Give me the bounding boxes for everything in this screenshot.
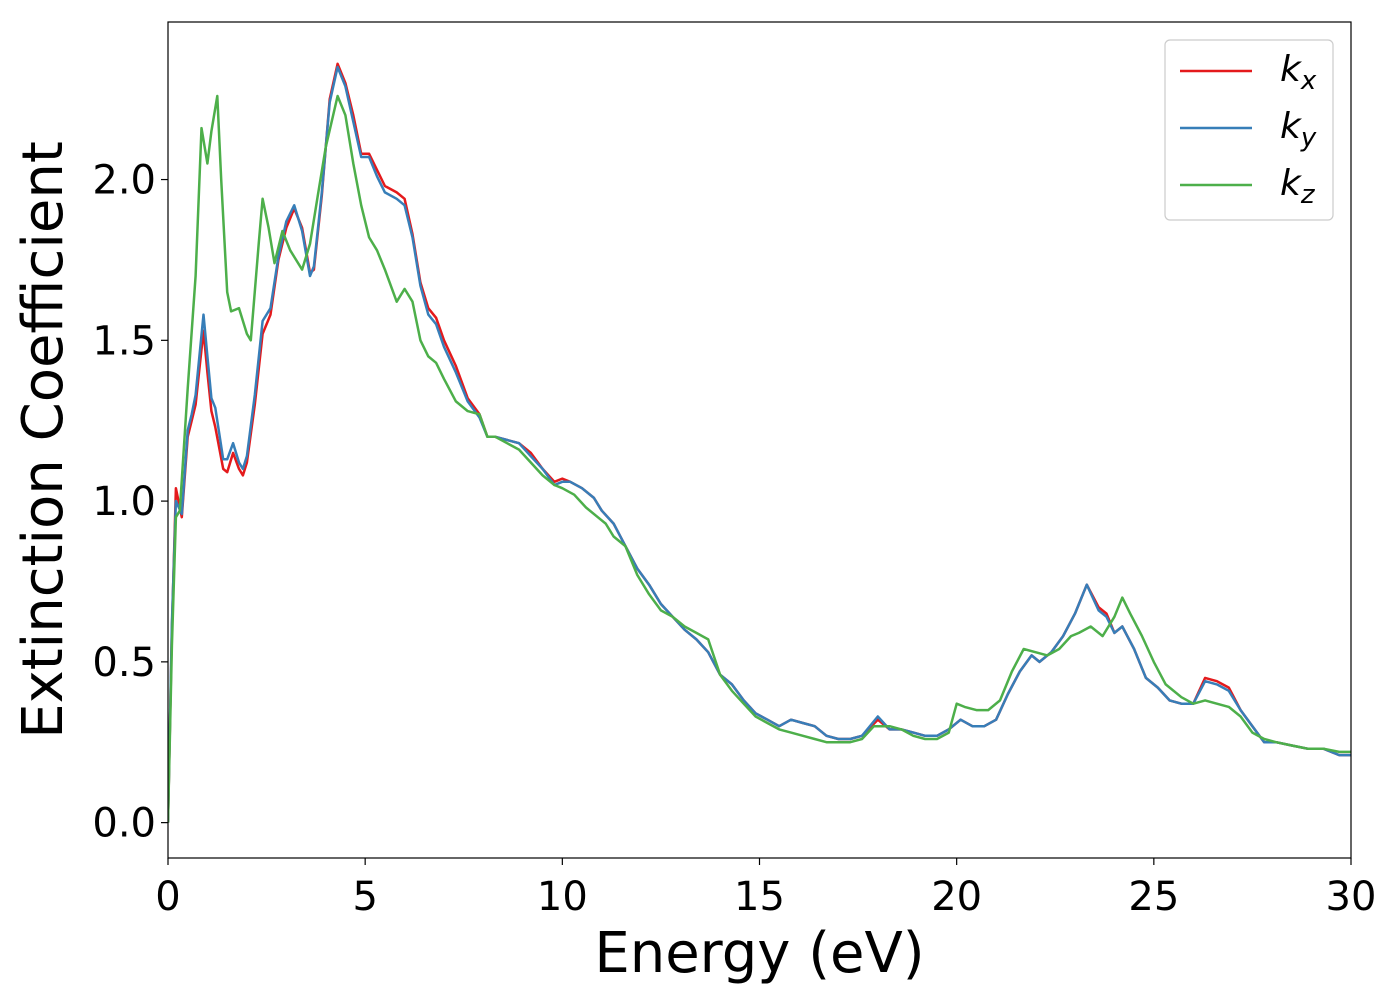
x-tick-label: 25 xyxy=(1128,874,1179,920)
series-lines xyxy=(168,62,1351,823)
y-tick-label: 0.0 xyxy=(92,801,156,847)
x-axis-title: Energy (eV) xyxy=(594,921,924,986)
x-tick-label: 30 xyxy=(1326,874,1377,920)
legend-label-kz: kz xyxy=(1280,163,1316,210)
y-tick-label: 1.5 xyxy=(92,318,156,364)
legend: kx ky kz xyxy=(1164,39,1334,221)
y-tick-label: 0.5 xyxy=(92,640,156,686)
x-tick-label: 0 xyxy=(155,874,180,920)
y-axis-title: Extinction Coefficient xyxy=(11,141,76,739)
legend-label-ky: ky xyxy=(1280,106,1317,153)
x-tick-label: 10 xyxy=(537,874,588,920)
x-axis-ticks: 0 5 10 15 20 25 30 xyxy=(155,858,1376,920)
series-line-ky xyxy=(168,65,1351,823)
legend-label-kx: kx xyxy=(1280,49,1317,96)
legend-box xyxy=(1164,39,1334,221)
y-tick-label: 2.0 xyxy=(92,158,156,204)
x-tick-label: 15 xyxy=(734,874,785,920)
x-tick-label: 5 xyxy=(352,874,377,920)
x-tick-label: 20 xyxy=(931,874,982,920)
y-axis-ticks: 0.0 0.5 1.0 1.5 2.0 xyxy=(92,158,168,847)
y-tick-label: 1.0 xyxy=(92,479,156,525)
series-line-kz xyxy=(168,94,1351,823)
